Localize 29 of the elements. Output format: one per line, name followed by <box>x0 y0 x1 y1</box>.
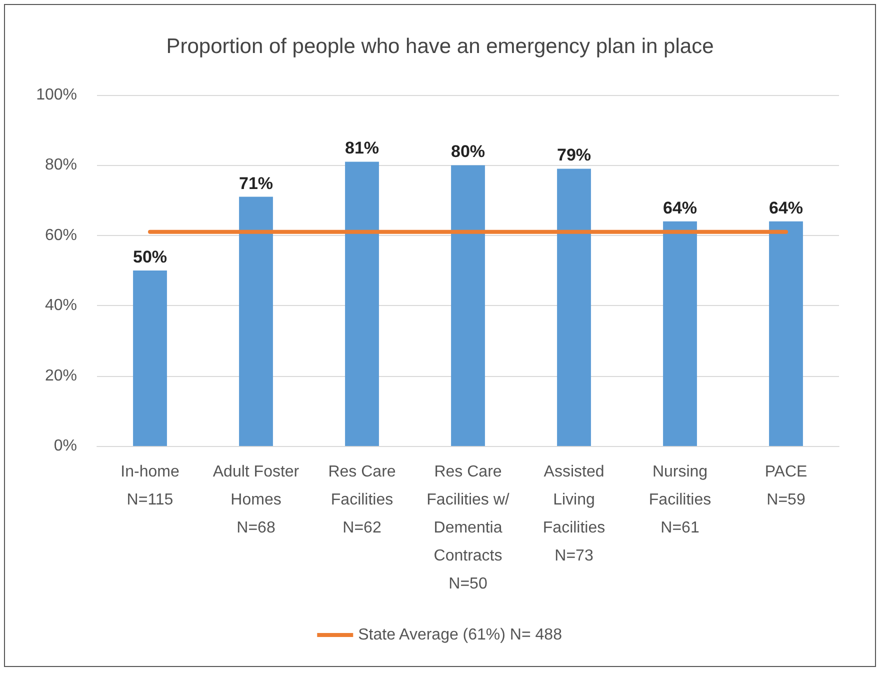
bar <box>239 196 273 446</box>
data-label: 64% <box>768 198 804 218</box>
y-tick-label: 40% <box>44 297 77 314</box>
y-tick-label: 20% <box>44 367 77 384</box>
bar <box>663 221 697 446</box>
x-tick-label: Adult Foster Homes N=68 <box>212 464 300 536</box>
data-label: 80% <box>450 142 486 162</box>
legend-label: State Average (61%) N= 488 <box>358 626 562 644</box>
y-tick-label: 80% <box>44 156 77 174</box>
x-tick-label: Res Care Facilities N=62 <box>328 464 396 536</box>
x-tick-label: In-home N=115 <box>120 464 180 508</box>
y-tick-label: 0% <box>54 438 77 454</box>
x-tick-label: Assisted Living Facilities N=73 <box>542 464 606 564</box>
data-label: 71% <box>238 174 274 193</box>
bar <box>345 162 379 446</box>
bar <box>769 221 803 446</box>
bar <box>557 168 591 446</box>
y-tick-label: 60% <box>44 226 77 244</box>
data-label: 50% <box>132 248 168 266</box>
data-label: 79% <box>556 146 592 165</box>
chart-title: Proportion of people who have an emergency plan in place <box>166 35 714 58</box>
x-tick-label: Nursing Facilities N=61 <box>648 464 712 536</box>
data-label: 64% <box>662 198 698 218</box>
bar <box>451 165 485 446</box>
x-tick-label: Res Care Facilities w/ Dementia Contracts N=50 <box>426 464 510 592</box>
bar <box>133 270 167 446</box>
x-tick-label: PACE N=59 <box>764 464 808 508</box>
y-tick-label: 100% <box>36 86 77 104</box>
data-label: 81% <box>344 138 380 158</box>
